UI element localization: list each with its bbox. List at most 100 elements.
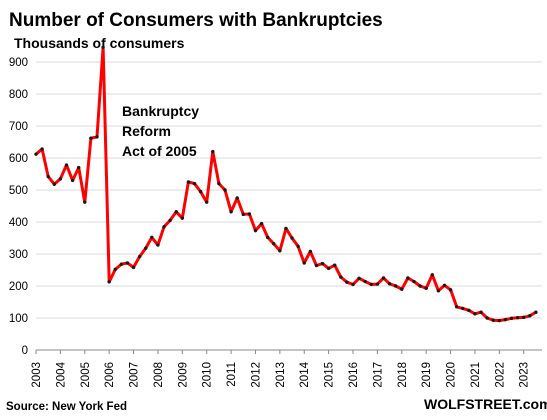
data-point	[150, 235, 154, 240]
x-tick-label: 2010	[202, 362, 214, 388]
data-point	[211, 149, 215, 154]
data-point	[144, 246, 148, 250]
y-tick-label: 400	[9, 217, 28, 229]
data-point	[174, 210, 178, 214]
data-points	[34, 45, 538, 323]
data-point	[180, 216, 185, 220]
data-point	[430, 273, 434, 277]
data-point	[162, 225, 166, 229]
data-point	[369, 282, 374, 287]
data-point	[436, 289, 441, 293]
data-point	[308, 249, 313, 254]
annotation-line-1: Bankruptcy	[122, 103, 199, 119]
x-tick-label: 2015	[324, 362, 336, 388]
data-point	[424, 286, 428, 290]
x-tick-label: 2020	[446, 362, 458, 388]
data-point	[107, 280, 111, 284]
data-point	[509, 316, 514, 321]
data-point	[119, 262, 124, 266]
x-tick-label: 2004	[55, 361, 67, 387]
x-tick-label: 2008	[153, 362, 165, 388]
data-point	[454, 305, 459, 309]
annotation-line-3: Act of 2005	[122, 143, 197, 159]
data-point	[95, 135, 99, 139]
x-tick-label: 2014	[299, 361, 311, 387]
unit-label: Thousands of consumers	[14, 35, 185, 51]
series-line-group	[35, 45, 537, 323]
data-point	[186, 180, 191, 184]
data-point	[345, 280, 349, 284]
y-tick-label: 200	[9, 281, 28, 293]
data-point	[522, 315, 526, 320]
data-point	[363, 279, 367, 284]
data-point	[302, 261, 306, 265]
data-point	[400, 287, 404, 291]
data-point	[515, 315, 520, 320]
data-point	[467, 308, 471, 313]
data-point	[497, 318, 502, 323]
data-point	[265, 235, 270, 240]
data-point	[58, 177, 63, 181]
x-tick-label: 2019	[421, 362, 433, 388]
y-tick-label: 700	[9, 121, 28, 133]
data-point	[473, 312, 477, 316]
data-point	[448, 288, 453, 292]
data-point	[357, 276, 361, 281]
data-point	[393, 284, 398, 288]
data-point	[52, 182, 56, 186]
data-point	[272, 242, 276, 246]
data-point	[198, 189, 203, 194]
data-point	[278, 249, 282, 253]
grid-lines	[36, 61, 542, 319]
annotation-line-2: Reform	[122, 123, 171, 139]
data-point	[442, 283, 447, 288]
data-point	[479, 310, 483, 314]
x-tick-label: 2003	[31, 362, 43, 388]
data-point	[503, 317, 508, 322]
data-point	[412, 279, 416, 284]
data-point	[320, 261, 325, 266]
data-point	[528, 314, 532, 318]
data-point	[34, 152, 38, 156]
data-point	[247, 212, 252, 216]
brand-logo: WOLFSTREET.com	[424, 396, 547, 412]
data-point	[101, 45, 105, 49]
y-tick-label: 600	[9, 153, 28, 165]
data-point	[290, 236, 294, 240]
data-point	[70, 178, 75, 183]
x-tick-label: 2009	[177, 362, 189, 388]
data-point	[113, 267, 117, 272]
data-point	[485, 316, 489, 320]
data-point	[156, 243, 160, 247]
data-point	[339, 275, 343, 279]
y-tick-label: 800	[9, 89, 28, 101]
data-point	[253, 228, 258, 233]
data-point	[296, 244, 300, 249]
data-point	[89, 136, 93, 140]
data-point	[125, 261, 130, 265]
data-point	[418, 284, 422, 288]
y-tick-label: 900	[9, 57, 28, 69]
data-point	[137, 254, 142, 259]
data-point	[387, 282, 392, 286]
data-point	[40, 147, 44, 151]
data-point	[284, 226, 288, 231]
data-point	[204, 200, 209, 204]
x-tick-label: 2005	[80, 362, 92, 388]
data-point	[64, 163, 69, 167]
data-point	[351, 282, 355, 287]
x-tick-label: 2023	[519, 362, 531, 388]
data-point	[461, 306, 465, 311]
data-point	[168, 218, 172, 223]
x-tick-label: 2011	[226, 362, 238, 387]
x-tick-label: 2016	[348, 362, 360, 388]
y-axis-ticks: 0 100 200 300 400 500 600 700 800 900	[9, 57, 28, 357]
data-point	[333, 263, 337, 267]
data-point	[76, 165, 81, 170]
series-line	[35, 45, 537, 323]
chart-title: Number of Consumers with Bankruptcies	[9, 10, 383, 31]
data-point	[83, 200, 87, 204]
y-tick-label: 0	[22, 345, 28, 357]
x-tick-label: 2007	[129, 362, 141, 388]
